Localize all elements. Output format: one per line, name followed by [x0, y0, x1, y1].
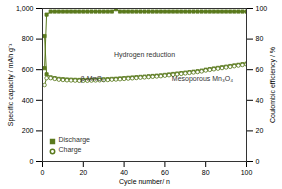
svg-text:800: 800 [22, 35, 34, 42]
svg-text:Coulombic efficiency / %: Coulombic efficiency / % [269, 47, 277, 123]
svg-text:60: 60 [161, 169, 169, 176]
svg-text:200: 200 [22, 127, 34, 134]
svg-text:20: 20 [79, 169, 87, 176]
svg-text:40: 40 [120, 169, 128, 176]
svg-text:Mesoporous Mn₃O₄: Mesoporous Mn₃O₄ [172, 75, 233, 83]
svg-text:0: 0 [30, 158, 34, 165]
svg-text:80: 80 [256, 35, 264, 42]
svg-text:Hydrogen reduction: Hydrogen reduction [114, 51, 175, 59]
svg-text:Cycle number/ n: Cycle number/ n [119, 178, 170, 186]
svg-text:1,000: 1,000 [16, 5, 34, 12]
svg-text:20: 20 [256, 127, 264, 134]
svg-text:Discharge: Discharge [59, 136, 91, 144]
svg-text:100: 100 [256, 5, 268, 12]
svg-text:0: 0 [41, 169, 45, 176]
svg-text:Charge: Charge [59, 146, 82, 154]
svg-text:Specific capacity / mAh g⁻¹: Specific capacity / mAh g⁻¹ [7, 43, 15, 126]
svg-text:β-MnO₂: β-MnO₂ [80, 75, 105, 83]
svg-text:60: 60 [256, 66, 264, 73]
svg-text:400: 400 [22, 97, 34, 104]
svg-text:100: 100 [241, 169, 253, 176]
svg-text:600: 600 [22, 66, 34, 73]
svg-text:0: 0 [256, 158, 260, 165]
svg-text:40: 40 [256, 97, 264, 104]
svg-text:80: 80 [202, 169, 210, 176]
